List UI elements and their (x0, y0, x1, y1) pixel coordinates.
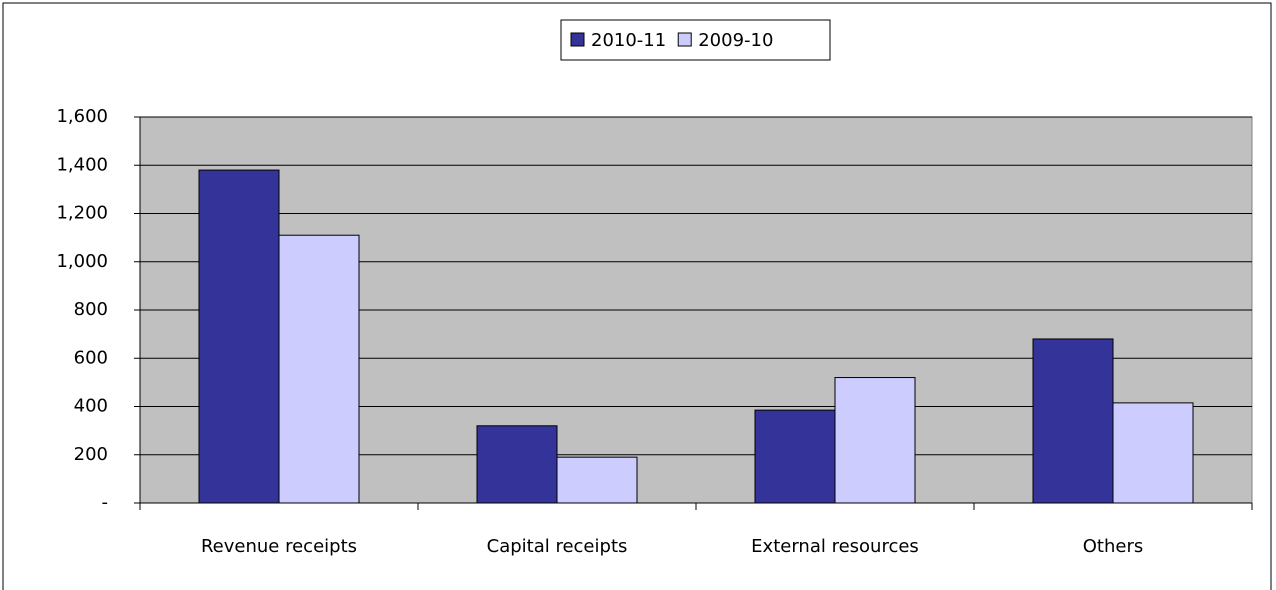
y-tick-label: 1,600 (56, 106, 108, 127)
y-tick-label: 1,200 (56, 203, 108, 224)
y-tick-label: 600 (74, 347, 108, 368)
legend: 2010-11 2009-10 (560, 19, 831, 61)
bar (476, 425, 558, 504)
bar (1112, 402, 1194, 504)
bar (754, 409, 836, 504)
legend-label: 2009-10 (698, 30, 773, 51)
y-tick-label: 200 (74, 444, 108, 465)
y-tick-label: 800 (74, 299, 108, 320)
bar (198, 169, 280, 504)
x-tick-label: Others (1083, 536, 1144, 557)
legend-box (560, 19, 831, 61)
bar (834, 377, 916, 504)
legend-swatch (570, 32, 585, 47)
y-tick-label: 1,400 (56, 154, 108, 175)
y-tick-label: - (102, 492, 109, 513)
y-tick-label: 1,000 (56, 251, 108, 272)
bar (556, 456, 638, 504)
x-tick-label: Capital receipts (487, 536, 628, 557)
y-tick-label: 400 (74, 396, 108, 417)
bar (1032, 338, 1114, 504)
x-tick-label: External resources (751, 536, 919, 557)
legend-swatch (677, 32, 692, 47)
bar (278, 234, 360, 504)
legend-label: 2010-11 (591, 30, 666, 51)
x-tick-label: Revenue receipts (201, 536, 357, 557)
